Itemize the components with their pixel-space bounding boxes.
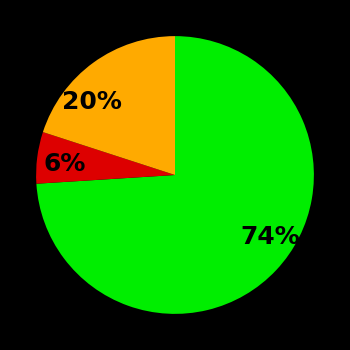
Wedge shape: [36, 36, 314, 314]
Wedge shape: [36, 132, 175, 184]
Text: 6%: 6%: [43, 152, 85, 176]
Wedge shape: [43, 36, 175, 175]
Text: 74%: 74%: [241, 225, 301, 249]
Text: 20%: 20%: [62, 90, 122, 114]
